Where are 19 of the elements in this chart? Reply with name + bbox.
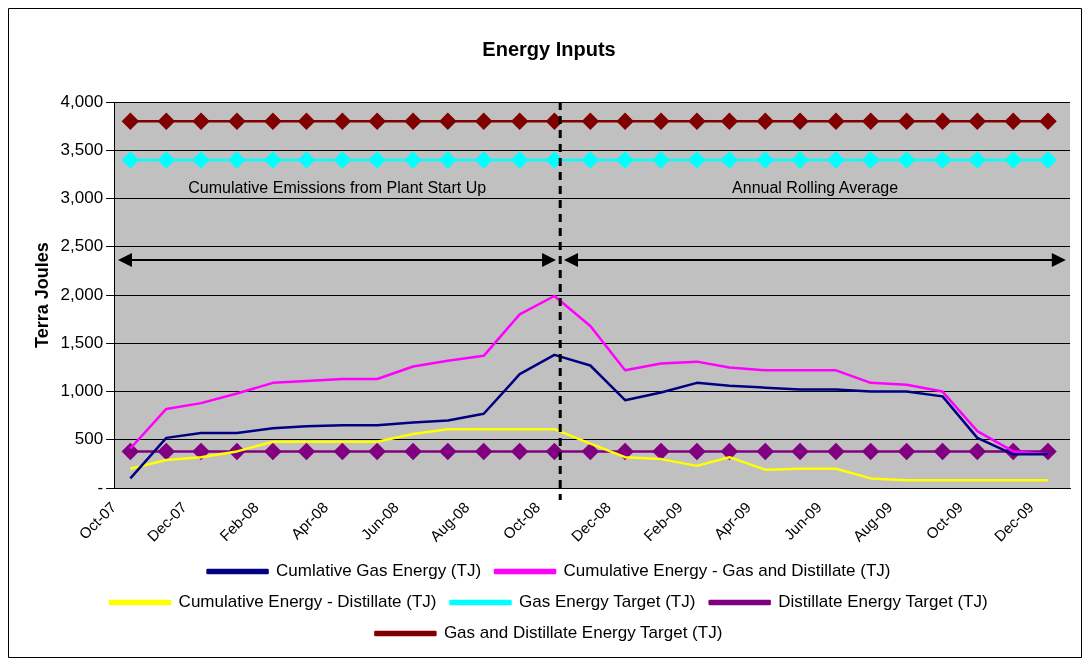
legend-label: Cumulative Energy - Gas and Distillate (TJ) xyxy=(563,561,891,581)
legend-label: Gas and Distillate Energy Target (TJ) xyxy=(443,623,723,643)
y-tick-label: 500 xyxy=(74,429,104,449)
y-tick-label: 1,000 xyxy=(60,381,104,401)
annotation: Annual Rolling Average xyxy=(731,179,900,198)
y-tick-label: 4,000 xyxy=(60,91,104,111)
y-tick-label: - xyxy=(97,477,104,497)
legend-label: Cumulative Energy - Distillate (TJ) xyxy=(178,592,437,612)
chart-title: Energy Inputs xyxy=(482,37,616,60)
y-tick-label: 1,500 xyxy=(60,332,104,352)
legend-label: Distillate Energy Target (TJ) xyxy=(778,592,988,612)
y-tick-label: 3,000 xyxy=(60,188,104,208)
annotation: Cumulative Emissions from Plant Start Up xyxy=(187,179,488,198)
y-tick-label: 3,500 xyxy=(60,139,104,159)
legend-label: Gas Energy Target (TJ) xyxy=(519,592,696,612)
y-tick-label: 2,000 xyxy=(60,284,104,304)
y-axis-title: Terra Joules xyxy=(31,242,52,348)
y-tick-label: 2,500 xyxy=(60,236,104,256)
legend-label: Cumlative Gas Energy (TJ) xyxy=(276,561,482,581)
